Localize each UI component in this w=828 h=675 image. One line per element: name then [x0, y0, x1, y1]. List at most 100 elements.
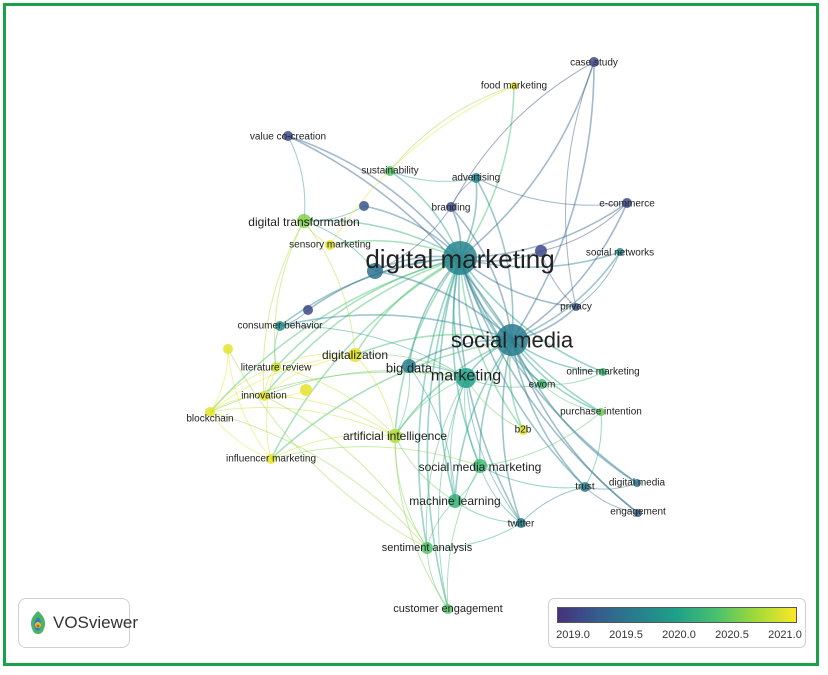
node-digital-media[interactable]	[633, 479, 641, 487]
network-edge	[511, 339, 638, 484]
node-n_unlabeled_6[interactable]	[223, 344, 233, 354]
node-label[interactable]: digital media	[609, 478, 666, 489]
node-label[interactable]: social media marketing	[419, 460, 542, 474]
node-ewom[interactable]	[537, 379, 547, 389]
node-label[interactable]: ewom	[529, 380, 556, 391]
network-edge	[426, 257, 461, 610]
node-n_unlabeled_2[interactable]	[359, 201, 369, 211]
node-value-co-creation[interactable]	[283, 131, 293, 141]
node-label[interactable]: case study	[570, 58, 618, 69]
node-privacy[interactable]	[572, 303, 580, 311]
node-n_unlabeled_1[interactable]	[367, 263, 383, 279]
node-label[interactable]: consumer behavior	[237, 321, 323, 332]
node-label[interactable]: machine learning	[409, 494, 500, 508]
node-machine-learning[interactable]	[448, 494, 462, 508]
node-label[interactable]: digital transformation	[248, 215, 359, 229]
network-edge	[279, 257, 461, 327]
node-artificial-intelligence[interactable]	[388, 429, 402, 443]
node-e-commerce[interactable]	[622, 198, 632, 208]
node-label[interactable]: sensory marketing	[289, 240, 371, 251]
network-edge	[389, 85, 515, 172]
node-label[interactable]: literature review	[241, 363, 312, 374]
node-label[interactable]: e-commerce	[599, 199, 655, 210]
network-edge	[479, 411, 602, 467]
node-label[interactable]: marketing	[431, 368, 501, 385]
node-sensory-marketing[interactable]	[325, 240, 335, 250]
node-blockchain[interactable]	[205, 407, 215, 417]
node-digital-marketing[interactable]	[443, 241, 477, 275]
node-label[interactable]: b2b	[515, 425, 532, 436]
node-label[interactable]: influencer marketing	[226, 454, 316, 465]
network-edge	[459, 257, 543, 385]
node-sustainability[interactable]	[385, 166, 395, 176]
node-n_unlabeled_5[interactable]	[300, 384, 312, 396]
node-label[interactable]: big data	[386, 361, 433, 376]
network-edge	[394, 257, 461, 437]
node-consumer-behavior[interactable]	[275, 321, 285, 331]
network-edge	[274, 220, 305, 368]
node-digitalization[interactable]	[348, 348, 362, 362]
node-label[interactable]: innovation	[241, 391, 287, 402]
node-label[interactable]: online marketing	[566, 367, 639, 378]
node-trust[interactable]	[580, 482, 590, 492]
network-edge	[329, 85, 515, 246]
network-edge	[374, 206, 452, 272]
edge-layer	[209, 61, 639, 610]
node-branding[interactable]	[446, 202, 456, 212]
node-label[interactable]: social networks	[586, 248, 654, 259]
network-edge	[262, 220, 305, 397]
node-label[interactable]: engagement	[610, 507, 666, 518]
node-n_unlabeled_4[interactable]	[303, 305, 313, 315]
node-label[interactable]: purchase intention	[560, 407, 642, 418]
node-purchase-intention[interactable]	[597, 408, 605, 416]
node-label[interactable]: social media	[451, 328, 574, 353]
color-legend: 2019.0 2019.5 2020.0 2020.5 2021.0	[548, 598, 806, 648]
legend-tick: 2020.5	[715, 629, 749, 641]
node-label[interactable]: twitter	[508, 519, 535, 530]
label-layer: digital marketing social media marketingbi…	[186, 58, 666, 616]
node-label[interactable]: advertising	[452, 173, 500, 184]
node-label[interactable]: sentiment analysis	[382, 542, 473, 554]
node-label[interactable]: trust	[575, 482, 595, 493]
node-digital-transformation[interactable]	[297, 214, 311, 228]
network-edge	[501, 339, 522, 524]
network-edge	[275, 366, 396, 437]
node-engagement[interactable]	[634, 509, 642, 517]
node-influencer-marketing[interactable]	[266, 454, 276, 464]
node-advertising[interactable]	[471, 173, 481, 183]
node-case-study[interactable]	[589, 57, 599, 67]
node-customer-engagement[interactable]	[443, 604, 453, 614]
network-edge	[475, 177, 514, 341]
node-label[interactable]: value co-creation	[250, 132, 326, 143]
node-label[interactable]: artificial intelligence	[343, 429, 447, 443]
node-social-networks[interactable]	[616, 248, 624, 256]
network-edge	[394, 435, 428, 549]
node-social-media[interactable]	[496, 324, 528, 356]
network-edge	[584, 411, 602, 488]
network-edge	[354, 257, 461, 356]
network-edge	[354, 353, 467, 379]
node-label[interactable]: blockchain	[186, 414, 233, 425]
network-edge	[438, 377, 467, 610]
node-label[interactable]: branding	[432, 203, 471, 214]
node-social-media-marketing[interactable]	[473, 459, 487, 473]
node-label[interactable]: digital marketing	[365, 244, 554, 274]
node-label[interactable]: digitalization	[322, 348, 388, 362]
network-edge	[265, 366, 277, 460]
node-label[interactable]: privacy	[560, 302, 592, 313]
node-label[interactable]: sustainability	[361, 166, 418, 177]
node-label[interactable]: customer engagement	[393, 603, 502, 615]
node-innovation[interactable]	[259, 391, 269, 401]
node-n_unlabeled_3[interactable]	[535, 245, 547, 257]
node-big-data[interactable]	[402, 359, 416, 373]
node-marketing[interactable]	[456, 368, 476, 388]
node-online-marketing[interactable]	[599, 368, 607, 376]
node-sentiment-analysis[interactable]	[421, 542, 433, 554]
node-literature-review[interactable]	[271, 362, 281, 372]
network-edge	[227, 348, 428, 549]
node-twitter[interactable]	[516, 518, 526, 528]
node-food-marketing[interactable]	[510, 82, 518, 90]
node-label[interactable]: food marketing	[481, 81, 547, 92]
node-b2b[interactable]	[518, 425, 528, 435]
